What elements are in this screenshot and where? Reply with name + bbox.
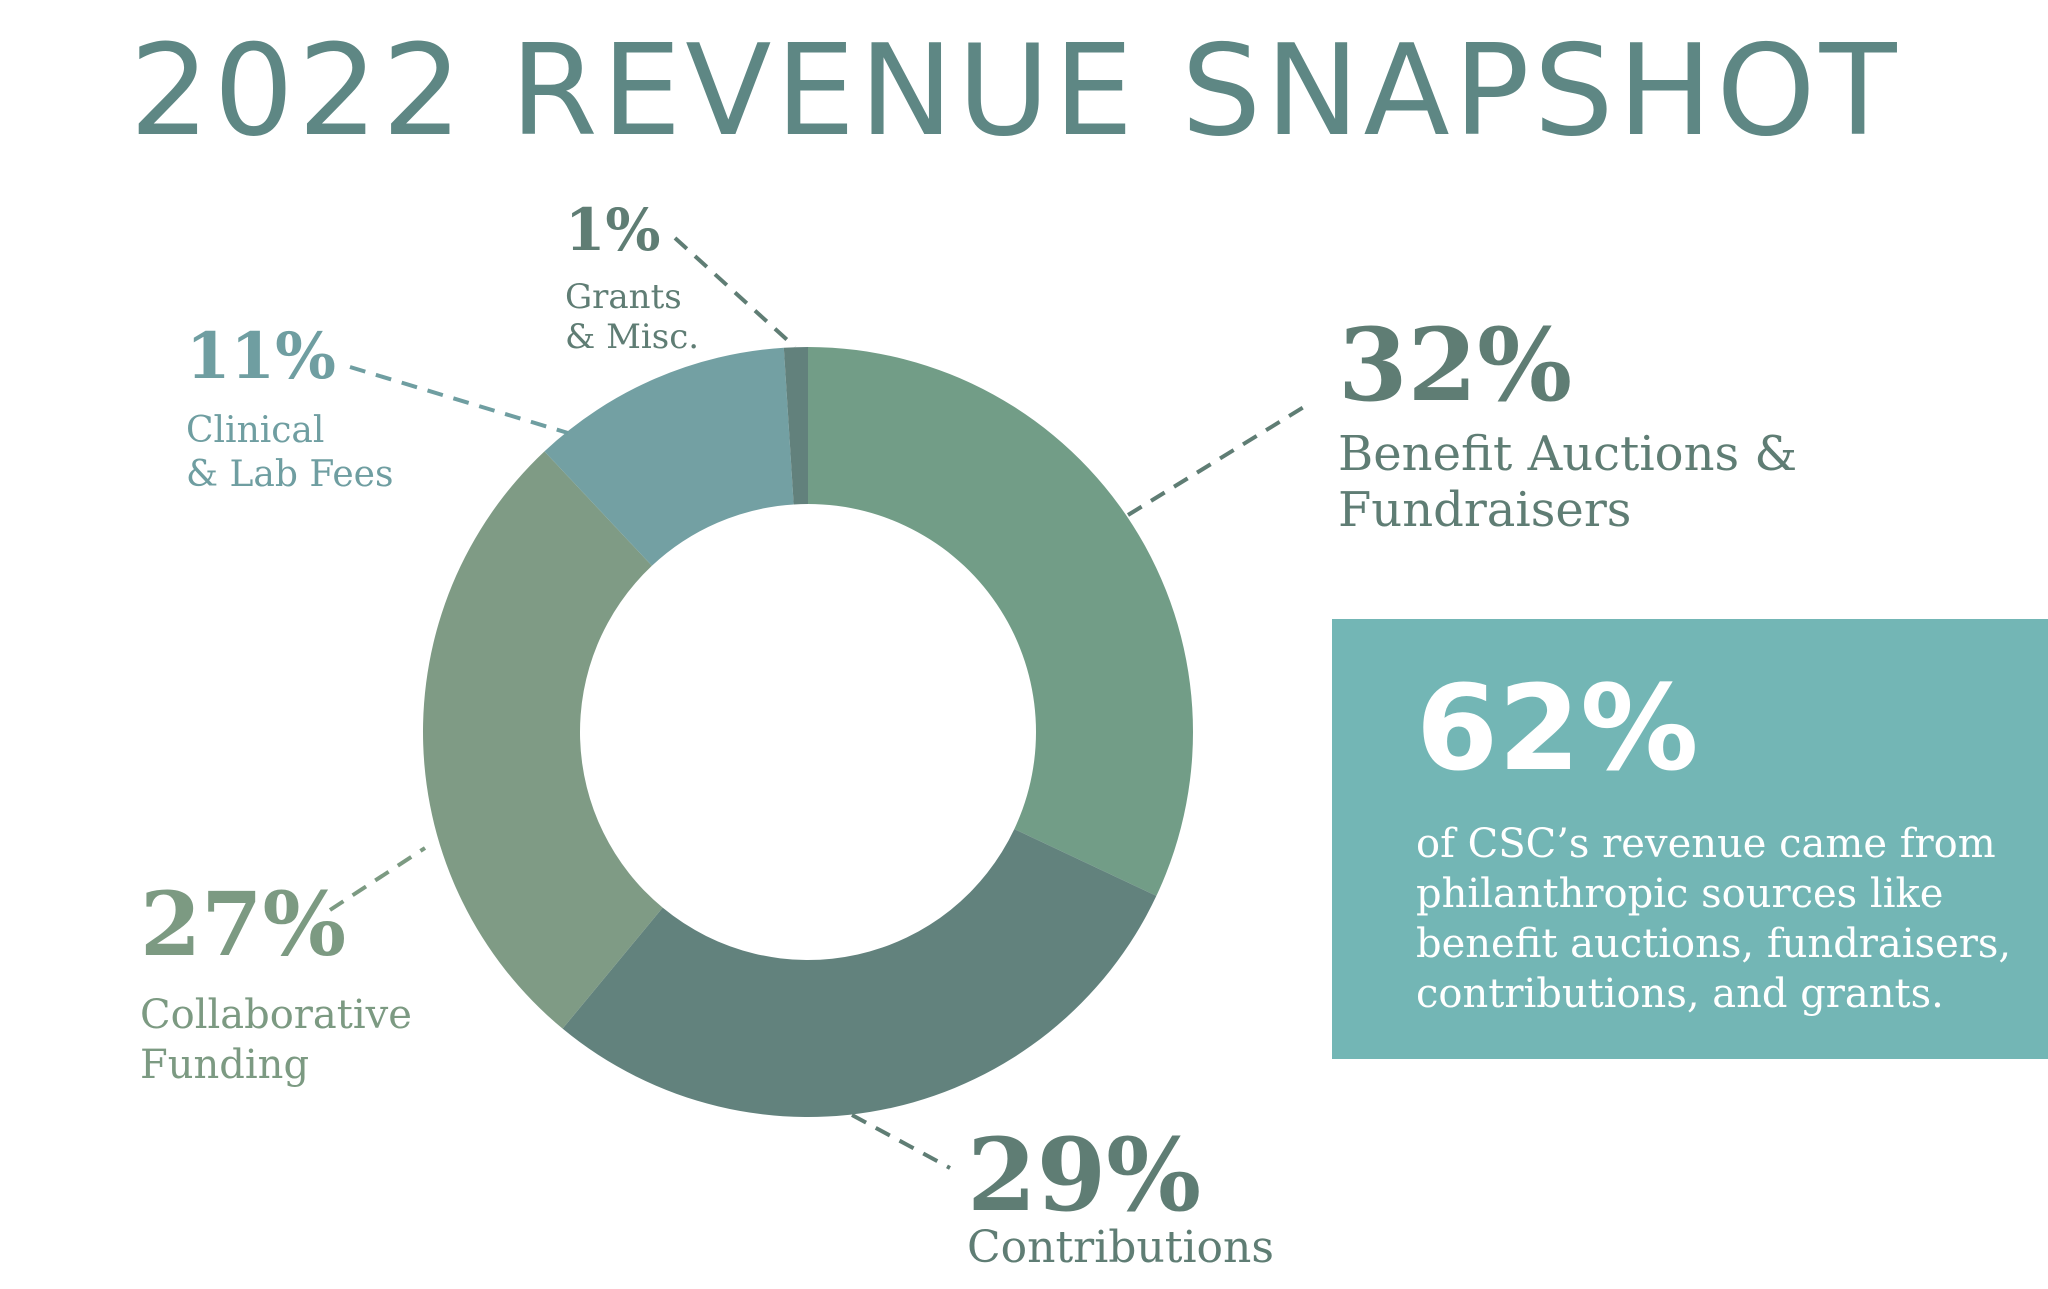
slice-category-label-1-line-0: Contributions <box>967 1222 1274 1273</box>
slice-value-label-1: 29% <box>967 1116 1201 1234</box>
leader-line-1 <box>851 1113 951 1170</box>
donut-slice-1 <box>562 829 1157 1117</box>
slice-category-label-0-line-1: Fundraisers <box>1338 482 1631 538</box>
slice-category-label-3-line-0: Clinical <box>186 410 324 451</box>
slice-value-label-0: 32% <box>1338 306 1572 424</box>
slice-category-label-4-line-0: Grants <box>565 277 682 317</box>
leader-line-4 <box>673 236 797 349</box>
donut-slice-3 <box>544 347 794 566</box>
leader-line-3 <box>349 365 569 435</box>
slice-value-label-4: 1% <box>565 196 660 264</box>
leader-line-0 <box>1126 400 1314 517</box>
slice-category-label-3-line-1: & Lab Fees <box>186 454 393 495</box>
donut-slice-0 <box>808 347 1193 896</box>
donut-slice-4 <box>783 347 808 505</box>
callout-percentage: 62% <box>1416 659 1699 797</box>
slice-category-label-4-line-1: & Misc. <box>565 317 699 357</box>
leader-line-2 <box>328 846 427 912</box>
page-title: 2022 REVENUE SNAPSHOT <box>129 17 1901 164</box>
slice-value-label-3: 11% <box>186 319 336 394</box>
slice-category-label-0-line-0: Benefit Auctions & <box>1338 426 1797 482</box>
donut-slice-2 <box>423 451 663 1029</box>
callout-text: of CSC’s revenue came from philanthropic… <box>1416 821 2012 1017</box>
slice-value-label-2: 27% <box>140 872 346 976</box>
philanthropy-callout: 62% of CSC’s revenue came from philanthr… <box>1332 619 2048 1059</box>
slice-category-label-2-line-1: Funding <box>140 1042 309 1088</box>
slice-category-label-2-line-0: Collaborative <box>140 992 412 1038</box>
